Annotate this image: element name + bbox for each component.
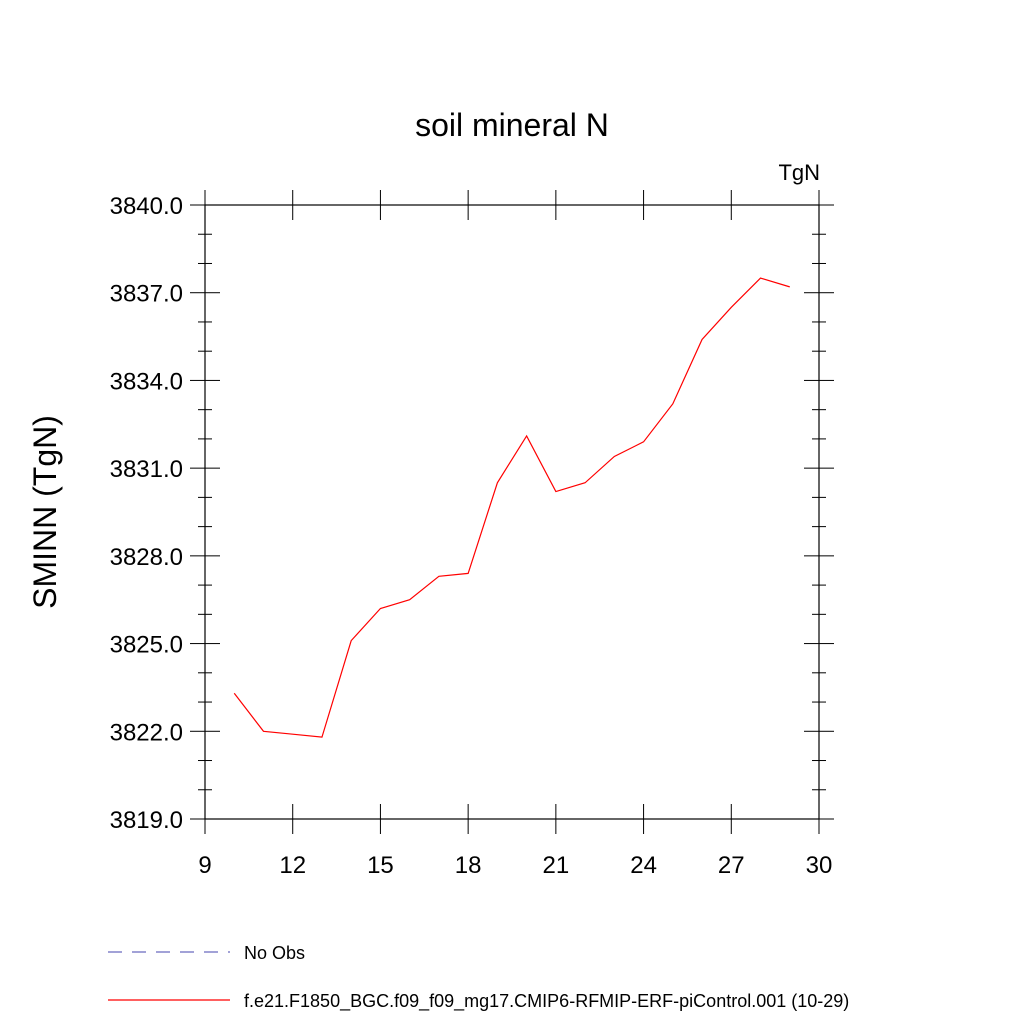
y-tick-label: 3822.0	[110, 719, 183, 746]
series-line	[233, 277, 790, 738]
plot-frame	[204, 204, 820, 820]
y-tick-label: 3837.0	[110, 281, 183, 308]
units-label: TgN	[778, 160, 820, 185]
x-tick-label: 9	[198, 852, 211, 879]
y-tick-label: 3831.0	[110, 456, 183, 483]
x-tick-label: 30	[806, 852, 833, 879]
chart-title: soil mineral N	[415, 107, 609, 143]
x-tick-label: 15	[367, 852, 394, 879]
axis-tick-labels: 9 12 15 18 21 24 27 30 3819.0 3822.0 3825.0 3828.0 3…	[110, 193, 833, 879]
y-tick-label: 3828.0	[110, 544, 183, 571]
y-tick-label: 3840.0	[110, 193, 183, 220]
x-tick-label: 21	[543, 852, 570, 879]
legend: No Obs f.e21.F1850_BGC.f09_f09_mg17.CMIP6…	[108, 943, 849, 1012]
legend-label: f.e21.F1850_BGC.f09_f09_mg17.CMIP6-RFMIP…	[244, 991, 849, 1012]
legend-label: No Obs	[244, 943, 305, 963]
x-tick-label: 12	[279, 852, 306, 879]
y-tick-label: 3819.0	[110, 807, 183, 834]
data-series	[233, 277, 790, 738]
y-tick-label: 3834.0	[110, 368, 183, 395]
axis-ticks	[190, 190, 834, 834]
y-tick-label: 3825.0	[110, 632, 183, 659]
x-tick-label: 18	[455, 852, 482, 879]
y-axis-label: SMINN (TgN)	[27, 415, 63, 609]
x-tick-label: 27	[718, 852, 745, 879]
x-tick-label: 24	[630, 852, 657, 879]
